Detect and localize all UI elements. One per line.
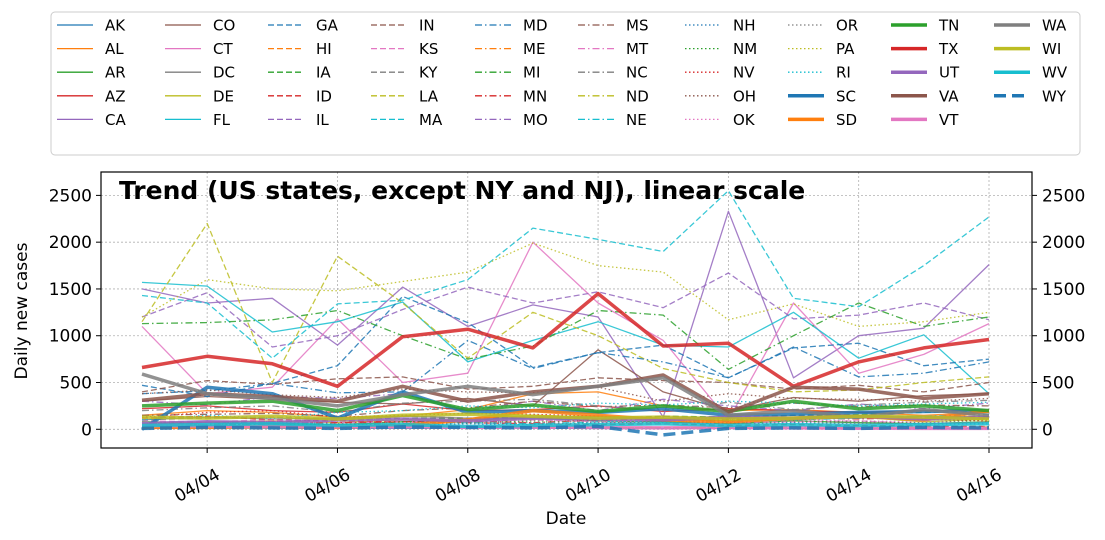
y-tick-label: 500: [60, 374, 92, 394]
legend-label-mi: MI: [523, 64, 540, 82]
legend-label-co: CO: [213, 17, 235, 35]
series-line-nv: [141, 409, 990, 422]
x-tick-label: 04/04: [171, 465, 223, 507]
legend-label-ca: CA: [105, 111, 126, 129]
legend-label-sc: SC: [836, 87, 856, 105]
series-line-wy: [141, 424, 990, 437]
legend-label-va: VA: [939, 87, 959, 105]
legend-label-de: DE: [213, 87, 234, 105]
x-axis-title: Date: [546, 509, 587, 529]
legend-label-tn: TN: [938, 17, 959, 35]
legend-label-hi: HI: [316, 40, 332, 58]
series-line-ct: [141, 241, 990, 421]
series-line-ma: [141, 190, 990, 359]
x-tick-label: 04/14: [823, 465, 875, 507]
plot-lines: [141, 190, 990, 437]
legend-label-mo: MO: [523, 111, 548, 129]
legend-label-wy: WY: [1042, 87, 1067, 105]
legend-label-ia: IA: [316, 64, 331, 82]
series-line-wi: [141, 412, 990, 421]
x-tick-label: 04/08: [432, 465, 484, 507]
y-tick-label-right: 2000: [1042, 233, 1085, 253]
y-tick-label-right: 1500: [1042, 280, 1085, 300]
series-line-fl: [141, 281, 990, 395]
legend-label-ok: OK: [733, 111, 756, 129]
x-tick-label: 04/06: [302, 465, 354, 507]
legend-label-nd: ND: [626, 87, 649, 105]
legend-label-wi: WI: [1042, 40, 1061, 58]
legend-label-nm: NM: [733, 40, 757, 58]
legend-label-il: IL: [316, 111, 329, 129]
legend-label-nh: NH: [733, 17, 756, 35]
series-line-il: [141, 272, 990, 348]
legend-label-pa: PA: [836, 40, 855, 58]
series-line-wv: [141, 421, 990, 429]
legend-label-nv: NV: [733, 64, 755, 82]
legend-label-ak: AK: [105, 17, 126, 35]
series-line-mi: [141, 302, 990, 371]
legend-label-wa: WA: [1042, 17, 1067, 35]
legend-label-ne: NE: [626, 111, 647, 129]
series-line-in: [141, 376, 990, 393]
legend-label-vt: VT: [939, 111, 959, 129]
legend-label-ut: UT: [939, 64, 960, 82]
legend-label-id: ID: [316, 87, 332, 105]
series-line-md: [141, 339, 990, 395]
series-line-la: [141, 222, 990, 393]
y-tick-label-right: 500: [1042, 374, 1074, 394]
legend-label-oh: OH: [733, 87, 756, 105]
legend-label-mn: MN: [523, 87, 547, 105]
legend-label-la: LA: [419, 87, 439, 105]
legend-label-md: MD: [523, 17, 548, 35]
legend-label-tx: TX: [938, 40, 958, 58]
legend-label-ct: CT: [213, 40, 233, 58]
series-line-tx: [141, 291, 990, 389]
legend-label-az: AZ: [105, 87, 126, 105]
y-tick-label-right: 1000: [1042, 327, 1085, 347]
y-tick-label: 1000: [49, 327, 92, 347]
y-axis-title: Daily new cases: [12, 242, 32, 379]
x-axis-ticks: 04/04 04/06 04/08 04/10 04/12 04/14 04/16: [171, 448, 1006, 507]
legend-label-nc: NC: [626, 64, 648, 82]
y-tick-label: 2000: [49, 233, 92, 253]
chart-title: Trend (US states, except NY and NJ), lin…: [119, 176, 805, 205]
legend-label-ga: GA: [316, 17, 339, 35]
series-line-pa: [141, 242, 990, 328]
legend-label-fl: FL: [213, 111, 231, 129]
x-tick-label: 04/12: [692, 465, 744, 507]
legend-label-or: OR: [836, 17, 858, 35]
legend-label-ks: KS: [419, 40, 438, 58]
legend-label-mt: MT: [626, 40, 649, 58]
legend-label-ri: RI: [836, 64, 851, 82]
y-axis-ticks: 0 0 500 500 1000 1000 1500 1500 2000 2000 2500 2500: [49, 186, 1086, 440]
legend-label-ar: AR: [105, 64, 126, 82]
y-tick-label: 0: [81, 420, 92, 440]
series-line-nc: [141, 398, 990, 414]
legend-label-ma: MA: [419, 111, 443, 129]
y-tick-label: 2500: [49, 186, 92, 206]
legend-label-al: AL: [105, 40, 124, 58]
legend-label-dc: DC: [213, 64, 235, 82]
series-line-ca: [141, 210, 990, 418]
y-tick-label-right: 2500: [1042, 186, 1085, 206]
y-tick-label-right: 0: [1042, 420, 1053, 440]
legend-label-ms: MS: [626, 17, 648, 35]
legend-label-in: IN: [419, 17, 435, 35]
series-line-tn: [141, 393, 990, 414]
series-line-ga: [141, 295, 990, 398]
legend-label-me: ME: [523, 40, 545, 58]
x-tick-label: 04/10: [562, 465, 614, 507]
legend-label-sd: SD: [836, 111, 857, 129]
y-tick-label: 1500: [49, 280, 92, 300]
legend: AK AL AR AZ CA CO CT DC DE FL GA HI IA ID IL IN KS KY LA MA…: [50, 11, 1081, 156]
legend-label-ky: KY: [419, 64, 438, 82]
legend-box: [50, 11, 1081, 156]
legend-label-wv: WV: [1042, 64, 1068, 82]
x-tick-label: 04/16: [953, 465, 1005, 507]
plot-frame: [100, 171, 1033, 449]
